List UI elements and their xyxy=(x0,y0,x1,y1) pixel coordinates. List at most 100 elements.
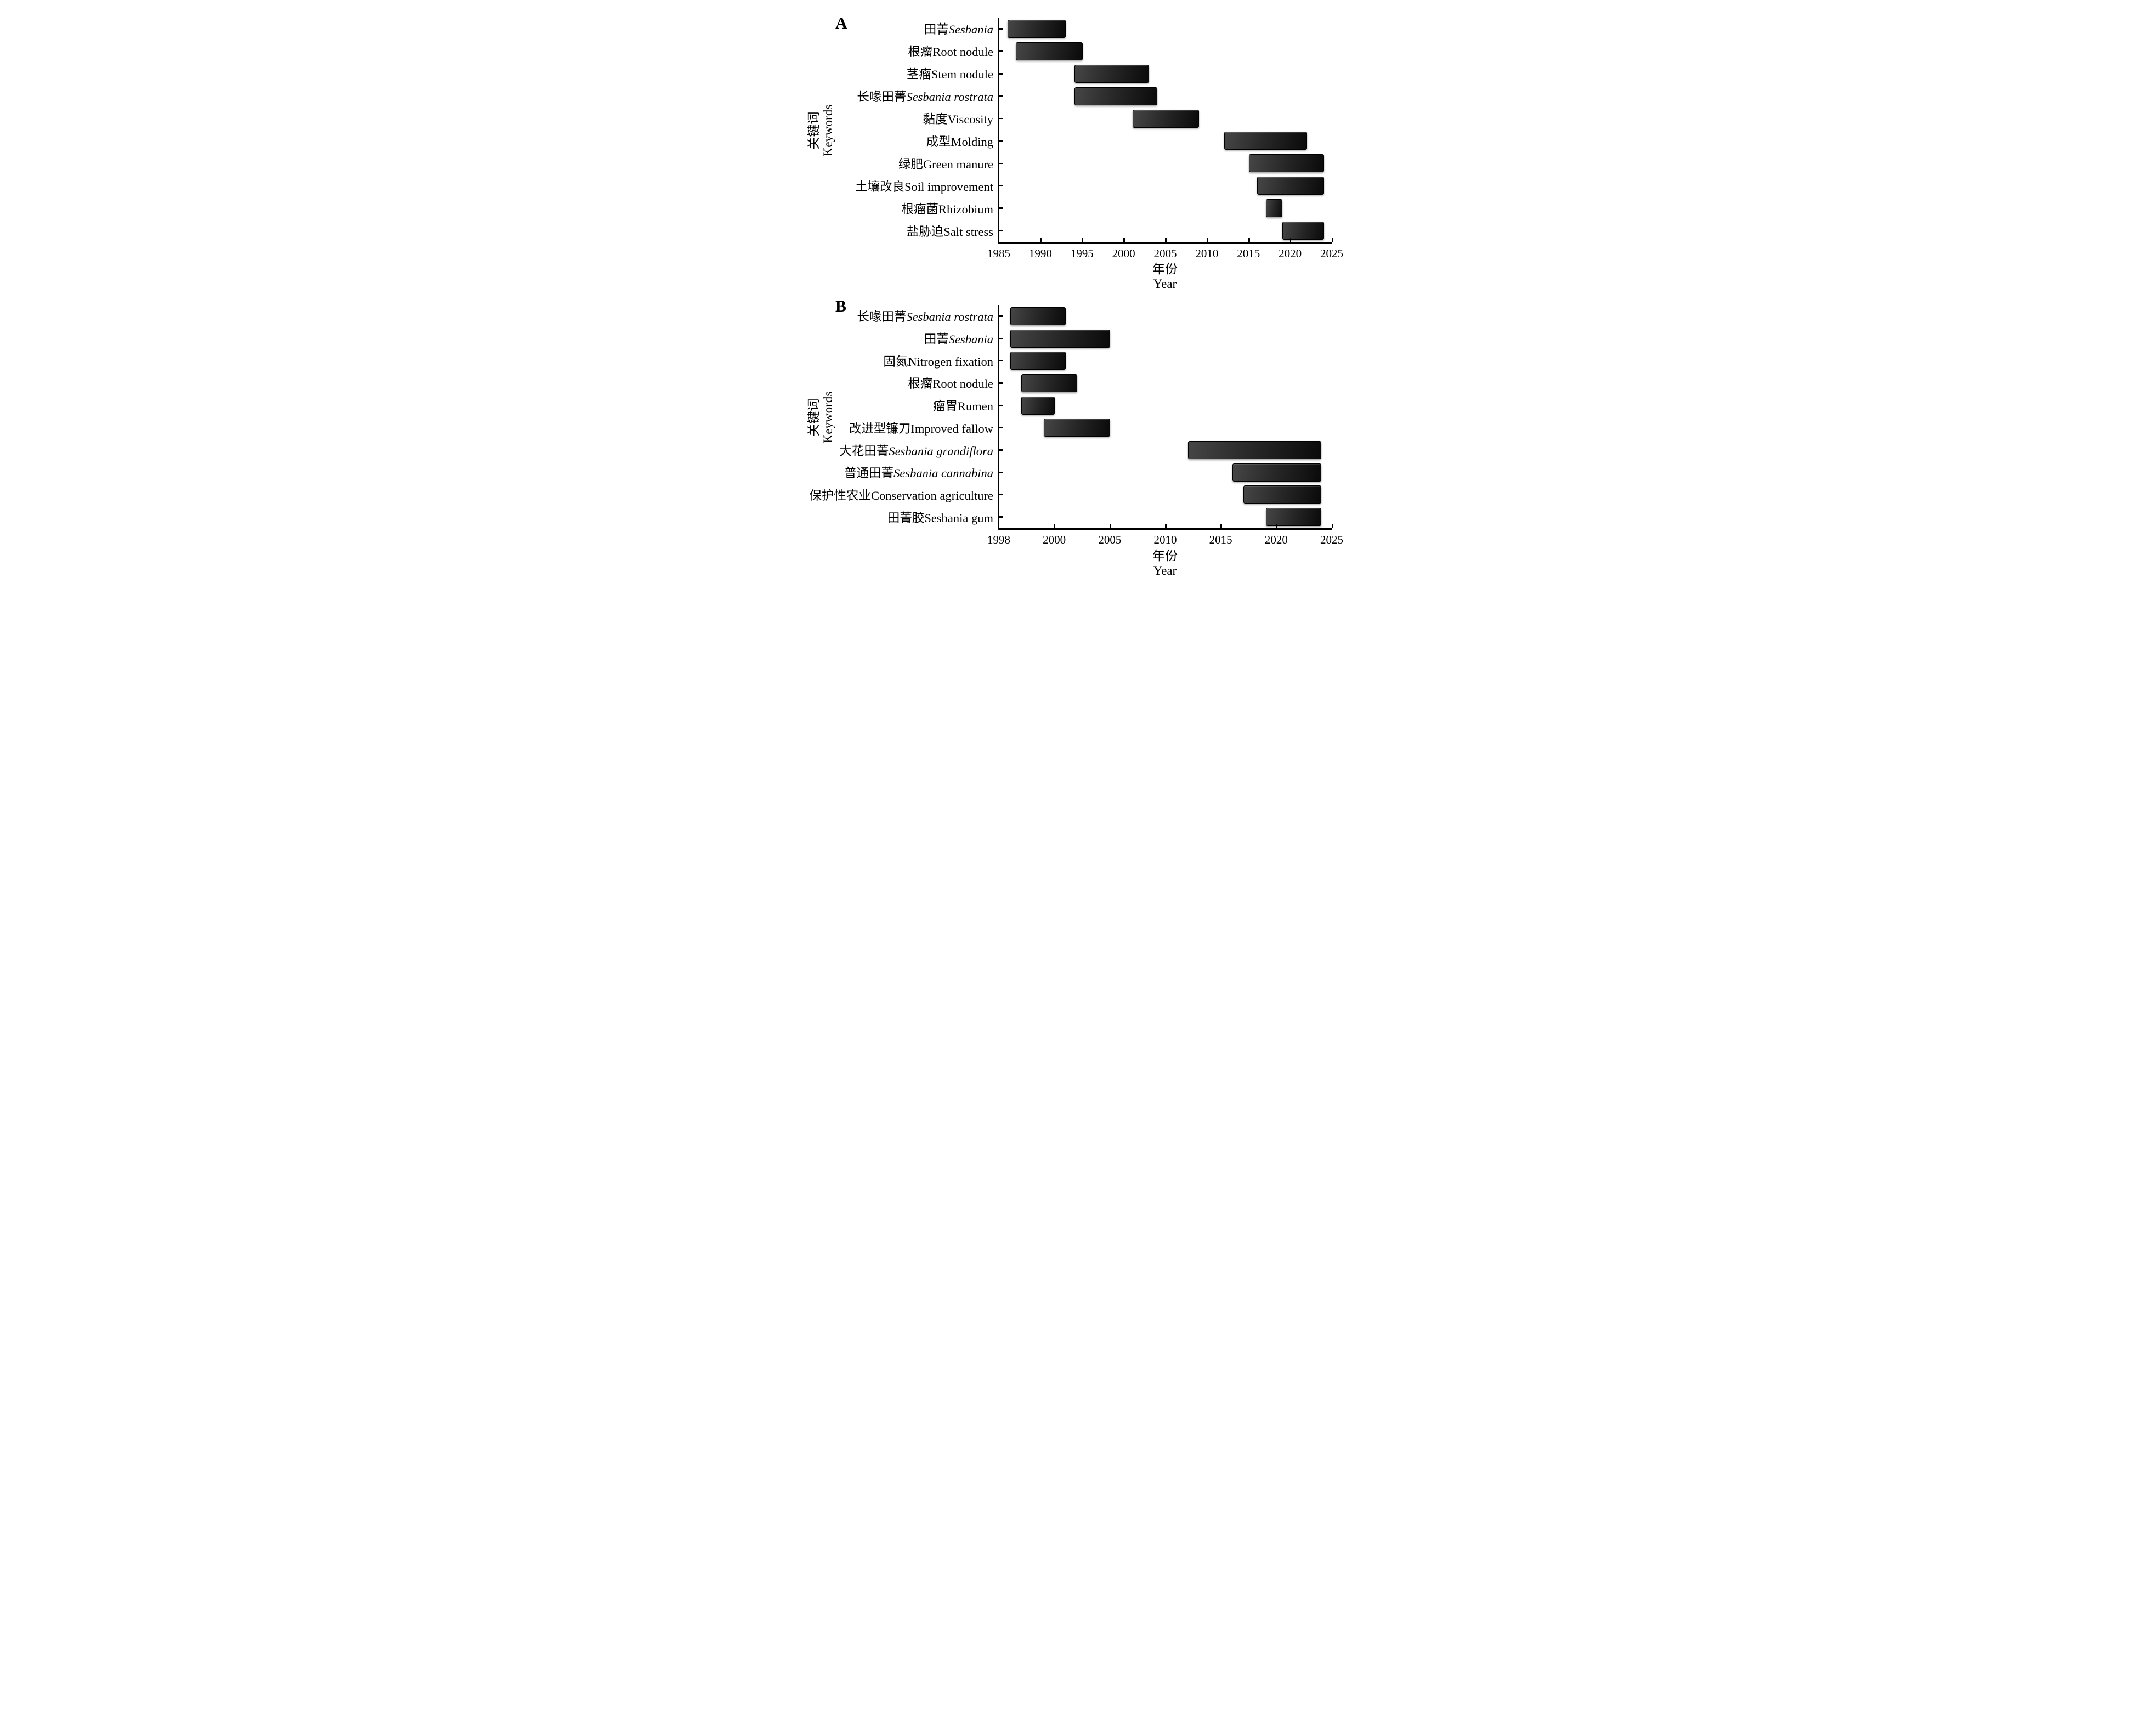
bar-improved-fallow xyxy=(1043,419,1111,437)
category-label-en: Root nodule xyxy=(932,45,993,59)
category-label-green-manure: 绿肥Green manure xyxy=(898,155,993,172)
category-label-en: Root nodule xyxy=(932,377,993,391)
x-tick-label-2005: 2005 xyxy=(1153,247,1177,260)
bar-viscosity xyxy=(1132,109,1200,128)
bar-sesbania-grandiflora xyxy=(1187,441,1321,460)
panel-a-category-labels: 田菁Sesbania 根瘤Root nodule 茎瘤Stem nodule 长喙田菁… xyxy=(712,18,993,242)
panel-b-x-axis-title-en: Year xyxy=(1153,564,1177,578)
y-axis-tick xyxy=(999,427,1003,429)
category-label-nitrogen-fixation: 固氮Nitrogen fixation xyxy=(883,352,993,370)
panel-a-x-axis-title: 年份 Year xyxy=(998,262,1332,291)
x-axis-tick xyxy=(1123,238,1125,242)
category-label-zh: 根瘤 xyxy=(908,377,933,391)
category-label-zh: 绿肥 xyxy=(898,157,923,171)
bar-stem-nodule xyxy=(1074,64,1150,83)
category-label-zh: 土壤改良 xyxy=(855,179,905,194)
x-axis-tick xyxy=(1040,238,1042,242)
category-label-viscosity: 黏度Viscosity xyxy=(923,110,993,127)
bar-green-manure xyxy=(1249,154,1324,173)
x-axis-tick xyxy=(1331,524,1333,528)
panel-b-x-axis-title-zh: 年份 xyxy=(1152,549,1178,563)
category-label-en: Sesbania xyxy=(948,332,993,347)
category-label-en: Soil improvement xyxy=(904,179,993,194)
category-label-rhizobium: 根瘤菌Rhizobium xyxy=(901,200,993,217)
x-axis-tick xyxy=(1165,524,1167,528)
x-tick-label-1990: 1990 xyxy=(1028,247,1052,260)
y-axis-tick xyxy=(999,449,1003,451)
category-label-zh: 瘤胃 xyxy=(932,399,958,414)
category-label-zh: 根瘤 xyxy=(908,45,933,59)
category-label-root-nodule: 根瘤Root nodule xyxy=(908,42,993,60)
x-tick-label-1995: 1995 xyxy=(1070,247,1094,260)
bar-molding xyxy=(1224,132,1308,150)
x-tick-label-2020: 2020 xyxy=(1279,247,1302,260)
category-label-rumen: 瘤胃Rumen xyxy=(933,397,993,414)
y-axis-tick xyxy=(999,207,1003,209)
bar-rumen xyxy=(1021,396,1055,415)
bar-rhizobium xyxy=(1265,199,1282,218)
x-axis-tick xyxy=(1082,238,1083,242)
category-label-zh: 成型 xyxy=(926,134,951,149)
panel-a-x-axis-title-en: Year xyxy=(1153,277,1177,291)
x-axis-tick xyxy=(1110,524,1111,528)
y-axis-tick xyxy=(999,516,1003,518)
x-tick-label-2000: 2000 xyxy=(1043,533,1066,546)
x-tick-label-2025: 2025 xyxy=(1320,533,1343,546)
x-axis-tick xyxy=(1331,238,1333,242)
bar-sesbania-gum xyxy=(1265,508,1321,527)
y-axis-tick xyxy=(999,95,1003,97)
category-label-salt-stress: 盐胁迫Salt stress xyxy=(907,222,993,240)
y-axis-tick xyxy=(999,382,1003,384)
x-axis-tick xyxy=(1207,238,1208,242)
category-label-en: Rhizobium xyxy=(938,202,993,216)
x-axis-tick xyxy=(1054,524,1056,528)
x-axis-tick xyxy=(1276,524,1278,528)
panel-b-plot-area xyxy=(998,305,1333,530)
bar-conservation-agriculture xyxy=(1243,485,1321,504)
x-tick-label-2010: 2010 xyxy=(1153,533,1177,546)
category-label-sesbania: 田菁Sesbania xyxy=(924,330,993,347)
x-axis-tick xyxy=(1289,238,1292,242)
y-axis-tick xyxy=(999,472,1003,473)
y-axis-tick xyxy=(999,337,1003,340)
y-axis-tick xyxy=(999,73,1003,75)
panel-b-letter: B xyxy=(835,297,847,315)
category-label-en: Sesbania cannabina xyxy=(893,466,993,480)
category-label-en: Rumen xyxy=(958,399,993,414)
panel-b-x-tick-labels: 1998 2000 2005 2010 2015 2020 2025 xyxy=(987,533,1343,547)
x-tick-label-2015: 2015 xyxy=(1209,533,1232,546)
bar-sesbania xyxy=(1008,19,1066,38)
category-label-en: Improved fallow xyxy=(910,421,993,436)
panel-a-letter: A xyxy=(835,14,847,32)
category-label-sesbania-gum: 田菁胶Sesbania gum xyxy=(887,508,993,526)
category-label-en: Sesbania grandiflora xyxy=(889,444,993,458)
x-tick-label-2020: 2020 xyxy=(1264,533,1288,546)
bar-salt-stress xyxy=(1282,222,1324,240)
panel-a-plot-area xyxy=(998,18,1333,244)
category-label-en: Sesbania xyxy=(948,22,993,37)
category-label-en: Sesbania gum xyxy=(924,511,993,525)
x-tick-label-2000: 2000 xyxy=(1112,247,1135,260)
category-label-root-nodule: 根瘤Root nodule xyxy=(908,374,993,392)
category-label-zh: 盐胁迫 xyxy=(906,224,944,239)
keyword-timeline-figure: A 关键词 Keywords 田菁Sesbania 根瘤Root nodule 茎瘤… xyxy=(712,0,1426,579)
bar-root-nodule xyxy=(1016,42,1083,60)
category-label-zh: 长喙田菁 xyxy=(857,90,907,104)
y-axis-tick xyxy=(999,185,1003,186)
panel-a-x-tick-labels: 1985 1990 1995 2000 2005 2010 2015 2020 2025 xyxy=(987,247,1343,261)
bar-sesbania-rostrata xyxy=(1010,307,1066,325)
category-label-sesbania-cannabina: 普通田菁Sesbania cannabina xyxy=(844,463,993,481)
panel-b-category-labels: 长喙田菁Sesbania rostrata 田菁Sesbania 固氮Nitroge… xyxy=(712,305,993,528)
y-axis-tick xyxy=(999,315,1003,317)
category-label-zh: 田菁 xyxy=(924,22,949,37)
y-axis-tick xyxy=(999,494,1003,496)
category-label-sesbania: 田菁Sesbania xyxy=(924,20,993,37)
x-axis-tick xyxy=(1165,238,1167,242)
category-label-zh: 长喙田菁 xyxy=(857,310,907,324)
bar-sesbania xyxy=(1010,329,1111,348)
x-tick-label-1998: 1998 xyxy=(987,533,1010,546)
category-label-improved-fallow: 改进型镰刀Improved fallow xyxy=(849,419,993,437)
x-tick-label-2015: 2015 xyxy=(1237,247,1260,260)
y-axis-tick xyxy=(999,360,1003,361)
category-label-molding: 成型Molding xyxy=(926,132,993,150)
